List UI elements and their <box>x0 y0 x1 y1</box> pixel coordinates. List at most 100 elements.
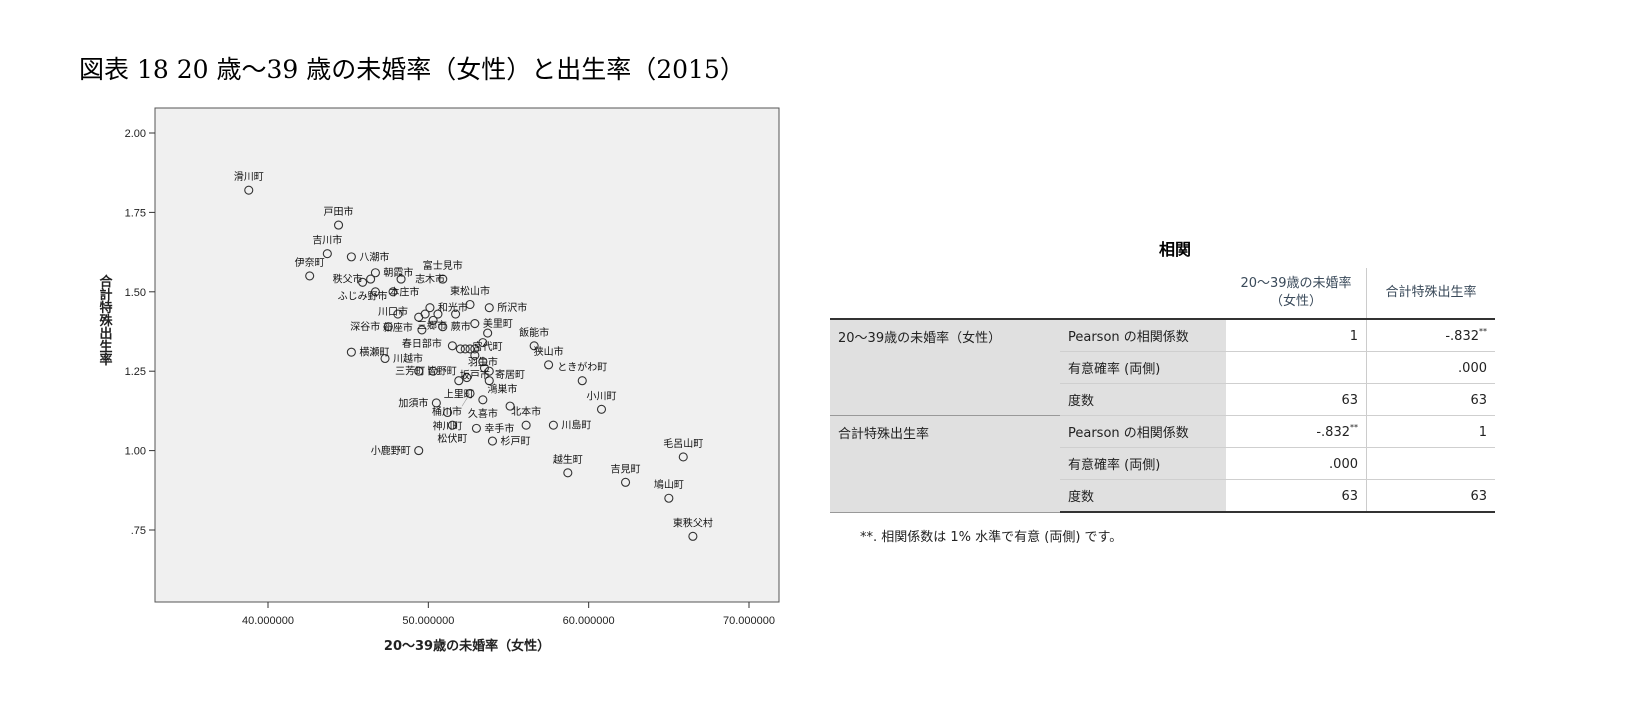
point-label: 飯能市 <box>519 326 549 339</box>
point-label: 鴻巣市 <box>487 383 517 396</box>
value: -.832 <box>1445 328 1479 344</box>
point-label: 所沢市 <box>497 301 527 314</box>
value: .000 <box>1329 456 1358 472</box>
data-point <box>370 287 380 297</box>
point-label: 秩父市 <box>333 273 363 286</box>
scatter-chart: 2.00 1.75 1.50 1.25 1.00 .75 40.000000 50.00000… <box>97 107 780 654</box>
point-label: ときがわ町 <box>557 361 607 374</box>
point-label: 越生町 <box>553 453 583 466</box>
point-label: 川口市 <box>378 305 408 318</box>
stat-label: Pearson の相関係数 <box>1060 415 1226 448</box>
value: 63 <box>1470 392 1487 408</box>
data-point <box>433 309 443 319</box>
data-point <box>460 344 470 354</box>
table-header-row: 20〜39歳の未婚率（女性） 合計特殊出生率 <box>830 268 1495 320</box>
value-cell: -.832** <box>1226 415 1367 448</box>
data-point <box>358 277 368 287</box>
data-point <box>370 268 380 278</box>
row-group-label: 20〜39歳の未婚率（女性） <box>830 319 1060 416</box>
data-point <box>465 344 475 354</box>
data-point <box>471 423 481 433</box>
data-point <box>380 353 390 364</box>
point-label: 杉戸町 <box>500 435 530 448</box>
point-label: 東秩父村 <box>673 516 713 529</box>
data-point <box>454 376 464 386</box>
point-label: 三芳町 <box>395 365 425 378</box>
table-row: 有意確率 (両側) .000 <box>830 351 1495 384</box>
y-tick-label: 1.75 <box>125 207 146 219</box>
data-point <box>428 315 438 325</box>
point-label: 本庄市 <box>389 285 419 298</box>
table-row: 有意確率 (両側) .000 <box>830 447 1495 480</box>
data-point <box>305 271 315 281</box>
value: 1 <box>1349 328 1358 344</box>
point-label: 松伏町 <box>437 432 467 445</box>
significance-mark: ** <box>1350 423 1358 433</box>
point-label: 吉川市 <box>312 234 342 247</box>
data-point <box>478 357 488 367</box>
x-axis-label: 20〜39歳の未婚率（女性） <box>384 638 550 654</box>
table-footnote: **. 相関係数は 1% 水準で有意 (両側) です。 <box>860 530 1123 545</box>
data-point <box>548 420 558 430</box>
value: .000 <box>1458 360 1487 376</box>
data-point <box>470 344 480 354</box>
data-point <box>678 452 688 462</box>
data-point <box>465 388 475 398</box>
data-point <box>487 436 498 446</box>
point-label: 幸手市 <box>484 422 514 435</box>
data-point <box>443 407 453 418</box>
y-tick-label: .75 <box>131 525 146 537</box>
point-label: 毛呂山町 <box>663 438 703 450</box>
point-label: 三郷市 <box>417 319 447 332</box>
x-tick-label: 60.000000 <box>563 615 615 627</box>
data-point <box>478 395 488 405</box>
point-label: 八潮市 <box>359 250 389 263</box>
point-label: 戸田市 <box>324 205 354 218</box>
significance-mark: ** <box>1479 327 1487 337</box>
data-point <box>431 398 441 408</box>
data-point <box>484 376 494 386</box>
data-point <box>414 446 424 456</box>
point-label: 宮代町 <box>473 340 503 353</box>
data-point <box>563 468 573 478</box>
stat-label: 度数 <box>1060 383 1226 416</box>
data-point <box>521 420 531 430</box>
data-point <box>438 322 448 332</box>
x-tick-label: 50.000000 <box>402 615 454 627</box>
point-label: 小川町 <box>586 390 616 402</box>
value-cell: .000 <box>1366 351 1495 384</box>
col-header: 20〜39歳の未婚率（女性） <box>1226 268 1367 320</box>
data-point <box>529 341 539 351</box>
data-point <box>544 360 554 370</box>
point-label: 桶川市 <box>432 405 462 418</box>
value-cell: 63 <box>1226 383 1367 416</box>
y-tick-label: 1.00 <box>125 446 146 458</box>
data-point <box>322 249 332 259</box>
data-point <box>396 274 406 284</box>
data-point <box>346 347 356 357</box>
data-point <box>688 531 698 541</box>
y-tick-label: 1.50 <box>125 287 146 299</box>
point-label: 寄居町 <box>495 368 525 381</box>
point-label: 小鹿野町 <box>371 444 411 457</box>
data-point <box>596 404 607 414</box>
point-label: 吉見町 <box>611 463 641 475</box>
data-point <box>451 309 461 319</box>
data-point <box>428 366 438 376</box>
data-point <box>484 303 494 313</box>
stat-label: 有意確率 (両側) <box>1060 351 1226 384</box>
point-label: 蕨市 <box>451 320 471 333</box>
value-cell <box>1366 447 1495 480</box>
point-label: 鳩山町 <box>654 478 684 491</box>
stat-label: Pearson の相関係数 <box>1060 319 1226 352</box>
data-point <box>478 338 488 348</box>
point-label: 羽生市 <box>468 356 498 369</box>
figure-title: 図表 18 20 歳〜39 歳の未婚率（女性）と出生率（2015） <box>79 55 745 84</box>
data-point <box>346 252 356 262</box>
point-label: 新座市 <box>383 321 413 334</box>
value-cell: 63 <box>1366 383 1495 416</box>
table-row: 度数 63 63 <box>830 383 1495 416</box>
data-point <box>383 322 393 332</box>
value-cell: 1 <box>1366 415 1495 448</box>
table-row: 度数 63 63 <box>830 479 1495 513</box>
